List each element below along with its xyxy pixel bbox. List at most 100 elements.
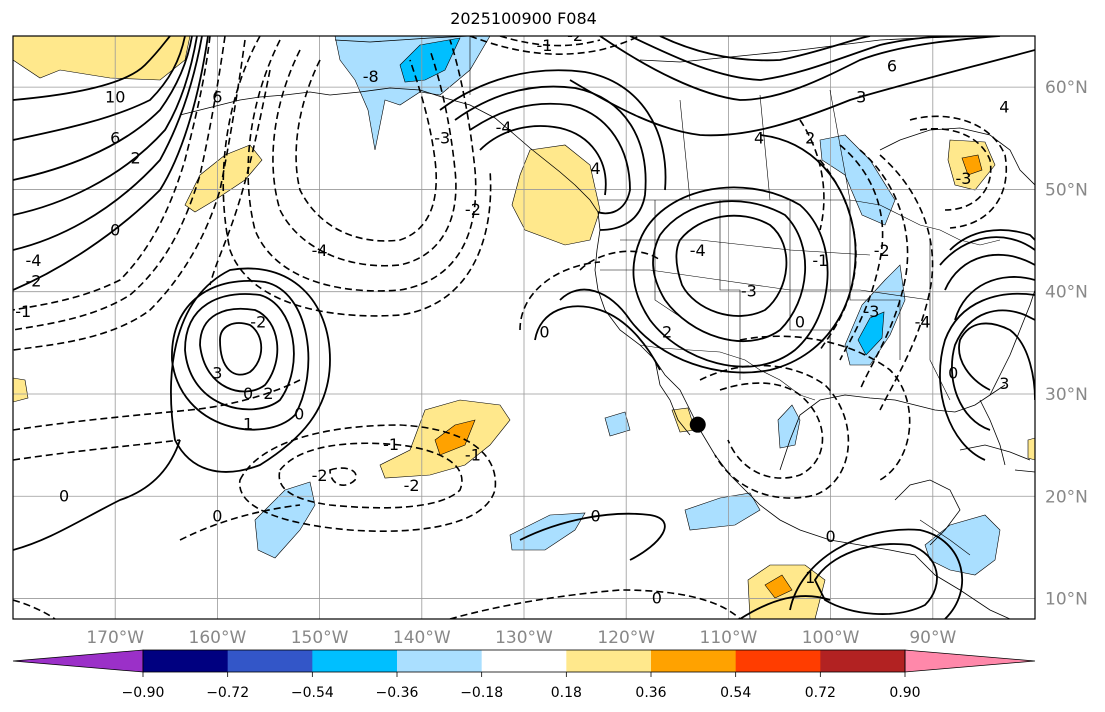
map-frame: [12, 35, 1036, 620]
colorbar-tick-label: 0.54: [720, 685, 751, 701]
coastline-cuba: [959, 444, 1031, 461]
contour-pos-ridge-2: [629, 36, 961, 81]
contour-pos-pnw-2: [454, 85, 647, 231]
colorbar-swatch: [397, 650, 483, 672]
contour-pos-pnw-1: [469, 102, 631, 215]
latitude-label: 20°N: [1045, 487, 1088, 507]
coastlines: [179, 36, 1035, 619]
contour-label: -2: [312, 466, 328, 485]
contour-label: -2: [404, 476, 420, 495]
contour-pos-pac-high-5: [170, 267, 331, 473]
colorbar-tick-label: −0.54: [291, 685, 334, 701]
shade-positive-hudson-core: [961, 154, 983, 176]
contour-pos-east-4: [949, 229, 1035, 251]
latitude-label: 50°N: [1045, 180, 1088, 200]
contour-neg-subtrop-4: [179, 504, 301, 541]
contour-label: 4: [590, 159, 600, 178]
contour-label: 6: [212, 87, 222, 106]
colorbar-swatch: [820, 650, 906, 672]
colorbar-swatch: [227, 650, 313, 672]
contour-label: -2: [874, 241, 890, 260]
latitude-label: 40°N: [1045, 283, 1088, 303]
colorbar-tick-label: −0.90: [122, 685, 165, 701]
shade-positive-subtropic-core: [434, 419, 476, 456]
coastline-yucatan: [894, 479, 961, 546]
contour-label: 10: [105, 87, 125, 106]
contour-label: 0: [590, 507, 600, 526]
coastline-mexico-west: [699, 429, 1011, 619]
coastline-west-us: [594, 211, 701, 431]
contour-label: 3: [212, 364, 222, 383]
contour-label: 2: [662, 323, 672, 342]
contour-label: 0: [294, 404, 304, 423]
colorbar-tick-label: 0.90: [889, 685, 920, 701]
contour-neg-trough-3: [13, 39, 246, 351]
contour-pos-east-5: [939, 236, 1035, 266]
contour-neg-subtrop-6: [13, 439, 181, 461]
colorbar-tick-label: −0.18: [460, 685, 503, 701]
contour-pos-nw-4: [13, 36, 203, 251]
shade-negative-plains-core: [857, 311, 885, 356]
figure-title: 2025100900 F084: [450, 9, 597, 28]
colorbar-extend-low: [12, 649, 144, 673]
contour-pos-low-sw-2: [652, 200, 806, 343]
contour-neg-hudson-1: [919, 128, 992, 211]
shade-positive-epac-core: [764, 574, 793, 599]
contour-pos-low-sw-1: [675, 214, 788, 317]
contour-label: -4: [25, 251, 41, 270]
longitude-label: 120°W: [597, 628, 655, 648]
contour-label: -4: [496, 118, 512, 137]
contour-label: -1: [465, 445, 481, 464]
contour-pos-tropic-2: [789, 528, 963, 619]
shade-positive-east-edge: [1027, 437, 1035, 461]
contour-pos-nw-6: [13, 36, 171, 101]
latitude-label: 30°N: [1045, 385, 1088, 405]
contour-label: 4: [754, 128, 764, 147]
contour-pos-tropic-1: [813, 543, 938, 615]
longitude-label: 160°W: [189, 628, 247, 648]
shade-negative-gulf-a: [777, 404, 801, 449]
coastline-baja: [654, 359, 691, 436]
contour-neg-sw-1: [579, 250, 661, 271]
border-states-4: [849, 200, 901, 360]
latitude-label: 10°N: [1045, 590, 1088, 610]
contour-label: 0: [539, 323, 549, 342]
contour-label: 0: [795, 312, 805, 331]
contour-pos-pac-high-2: [199, 307, 279, 393]
contour-pos-east-1: [958, 322, 1035, 401]
contour-label: -4: [690, 241, 706, 260]
contour-label: -3: [741, 282, 757, 301]
contour-neg-gulf-4: [222, 36, 492, 317]
contour-neg-trough-1: [13, 36, 211, 311]
colorbar-swatch: [143, 650, 229, 672]
contour-label: 4: [999, 98, 1009, 117]
contour-label: 0: [948, 364, 958, 383]
shade-positive-nw: [13, 36, 191, 81]
contour-neg-gulf-3: [247, 39, 477, 292]
contour-label: -2: [465, 200, 481, 219]
contour-neg-top-1: [469, 36, 641, 55]
contour-zero-south-edge: [739, 595, 831, 619]
colorbar-swatch: [735, 650, 821, 672]
contour-pos-ridge-1: [599, 36, 1001, 101]
contour-pos-east-2: [951, 309, 1035, 431]
contour-neg-sw-2: [519, 261, 601, 331]
border-us-mexico: [639, 344, 816, 401]
longitude-label: 110°W: [700, 628, 758, 648]
contour-label: -3: [864, 302, 880, 321]
contour-zero-tropic: [519, 512, 666, 561]
contour-pos-east-6: [944, 253, 1035, 291]
shade-negative-montana: [819, 134, 896, 226]
contour-label: -2: [250, 312, 266, 331]
contour-label: 0: [59, 486, 69, 505]
border-canada-us: [598, 199, 1001, 246]
latitude-labels: 10°N 20°N 30°N 40°N 50°N 60°N: [1045, 78, 1088, 609]
longitude-label: 100°W: [802, 628, 860, 648]
contour-label: 6: [887, 57, 897, 76]
colorbar-swatch: [312, 650, 398, 672]
contour-zero-west-us: [534, 305, 661, 371]
contour-label: -2: [25, 271, 41, 290]
contour-label: 1: [805, 568, 815, 587]
